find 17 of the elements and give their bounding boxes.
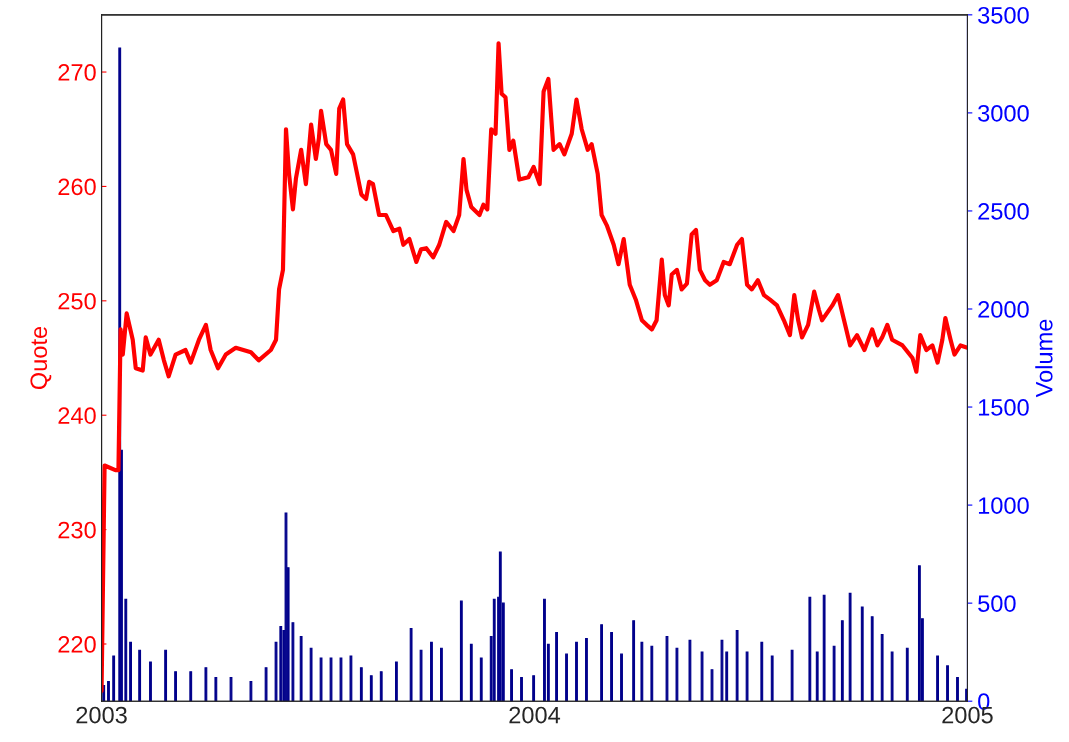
y2-axis-title: Volume	[1035, 319, 1053, 398]
y-tick-label: 270	[58, 64, 96, 81]
y2-tick-label: 3500	[978, 6, 1029, 24]
y2-tick-label: 2000	[978, 301, 1029, 318]
y2-tick-label: 500	[978, 595, 1016, 612]
y2-tick-label: 1500	[978, 399, 1029, 416]
x-tick-label: 2004	[509, 706, 561, 724]
x-tick-label: 2003	[76, 706, 127, 724]
y-tick-label: 220	[58, 636, 96, 653]
y2-tick-label: 1000	[978, 497, 1029, 514]
y-tick-label: 250	[58, 292, 96, 310]
y-tick-label: 230	[58, 521, 96, 539]
y-tick-label: 240	[58, 407, 96, 424]
y-tick-label: 260	[58, 178, 96, 196]
y-axis-title: Quote	[30, 326, 52, 390]
y2-tick-label: 3000	[978, 104, 1029, 122]
y2-tick-label: 2500	[978, 203, 1029, 220]
